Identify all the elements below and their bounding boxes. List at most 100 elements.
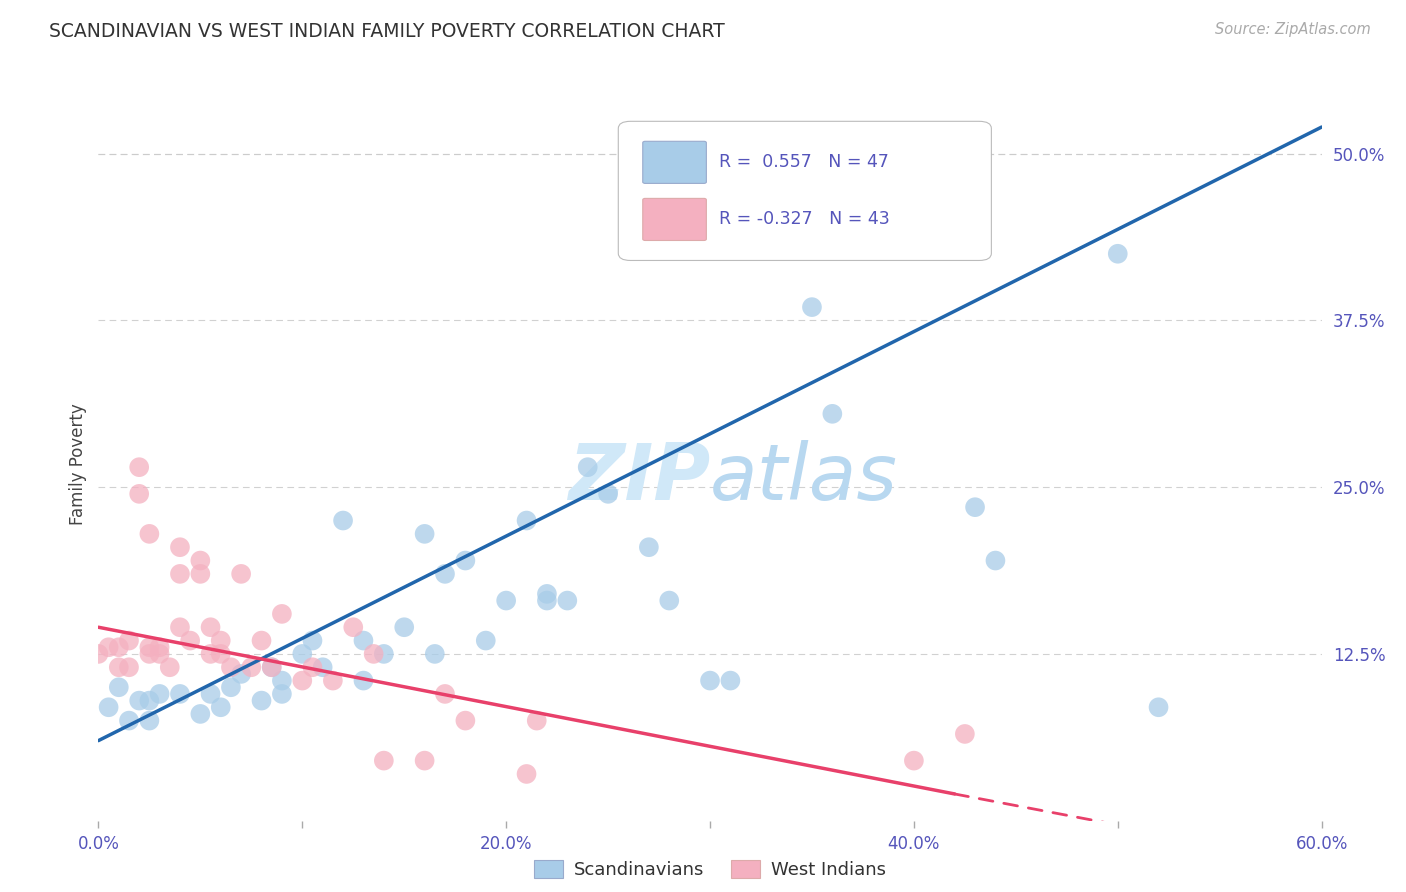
Text: ZIP: ZIP — [568, 440, 710, 516]
Point — [209, 700, 232, 714]
Point — [536, 593, 558, 607]
Point — [373, 754, 395, 768]
Point — [434, 687, 457, 701]
Point — [149, 647, 172, 661]
Point — [526, 714, 548, 728]
Point — [118, 660, 141, 674]
Point — [598, 487, 620, 501]
Point — [209, 633, 232, 648]
Point — [159, 660, 181, 674]
Point — [718, 673, 742, 688]
Point — [97, 640, 120, 655]
Point — [200, 620, 222, 634]
Point — [200, 687, 222, 701]
Point — [291, 673, 314, 688]
Point — [138, 647, 160, 661]
Point — [188, 566, 212, 581]
Point — [392, 620, 416, 634]
Point — [209, 647, 232, 661]
Point — [352, 673, 374, 688]
Point — [301, 660, 323, 674]
Point — [260, 660, 283, 674]
Point — [332, 514, 354, 528]
Point — [984, 553, 1007, 567]
Point — [138, 640, 160, 655]
FancyBboxPatch shape — [643, 141, 706, 184]
Point — [953, 727, 976, 741]
Point — [118, 633, 141, 648]
Point — [169, 566, 191, 581]
FancyBboxPatch shape — [643, 198, 706, 241]
Point — [1147, 700, 1170, 714]
Point — [169, 540, 191, 554]
Point — [495, 593, 517, 607]
Point — [219, 660, 242, 674]
Point — [250, 633, 273, 648]
Point — [536, 587, 558, 601]
Point — [149, 640, 172, 655]
Legend: Scandinavians, West Indians: Scandinavians, West Indians — [527, 853, 893, 887]
Point — [454, 553, 477, 567]
Point — [108, 640, 131, 655]
Point — [516, 767, 538, 781]
Point — [454, 714, 477, 728]
Point — [250, 693, 273, 707]
Text: SCANDINAVIAN VS WEST INDIAN FAMILY POVERTY CORRELATION CHART: SCANDINAVIAN VS WEST INDIAN FAMILY POVER… — [49, 22, 725, 41]
Point — [413, 527, 436, 541]
Point — [200, 647, 222, 661]
Point — [179, 633, 201, 648]
Point — [291, 647, 314, 661]
Point — [231, 566, 253, 581]
Point — [118, 714, 141, 728]
Point — [128, 693, 150, 707]
Point — [270, 687, 294, 701]
Point — [423, 647, 446, 661]
Point — [373, 647, 395, 661]
Point — [108, 680, 131, 694]
Point — [434, 566, 457, 581]
Point — [188, 553, 212, 567]
Point — [260, 660, 283, 674]
Point — [516, 514, 538, 528]
Point — [821, 407, 844, 421]
Point — [301, 633, 323, 648]
Point — [97, 700, 120, 714]
Point — [474, 633, 498, 648]
Point — [138, 693, 160, 707]
Point — [322, 673, 344, 688]
Point — [699, 673, 721, 688]
Text: R = -0.327   N = 43: R = -0.327 N = 43 — [718, 211, 890, 228]
Point — [188, 706, 212, 721]
Point — [138, 714, 160, 728]
Point — [219, 680, 242, 694]
Point — [965, 500, 987, 515]
Point — [149, 687, 172, 701]
Point — [801, 300, 824, 314]
Point — [363, 647, 385, 661]
Point — [87, 647, 110, 661]
Point — [555, 593, 579, 607]
Point — [413, 754, 436, 768]
Point — [128, 460, 150, 475]
Text: Source: ZipAtlas.com: Source: ZipAtlas.com — [1215, 22, 1371, 37]
Point — [312, 660, 335, 674]
Point — [637, 540, 661, 554]
Point — [169, 687, 191, 701]
Point — [231, 667, 253, 681]
Y-axis label: Family Poverty: Family Poverty — [69, 403, 87, 524]
Point — [352, 633, 374, 648]
Point — [108, 660, 131, 674]
Point — [903, 754, 925, 768]
Point — [1107, 246, 1129, 260]
Point — [169, 620, 191, 634]
Text: R =  0.557   N = 47: R = 0.557 N = 47 — [718, 153, 889, 171]
Point — [240, 660, 263, 674]
Point — [270, 607, 294, 621]
Point — [128, 487, 150, 501]
Text: atlas: atlas — [710, 440, 898, 516]
Point — [138, 527, 160, 541]
Point — [658, 593, 681, 607]
FancyBboxPatch shape — [619, 121, 991, 260]
Point — [576, 460, 599, 475]
Point — [270, 673, 294, 688]
